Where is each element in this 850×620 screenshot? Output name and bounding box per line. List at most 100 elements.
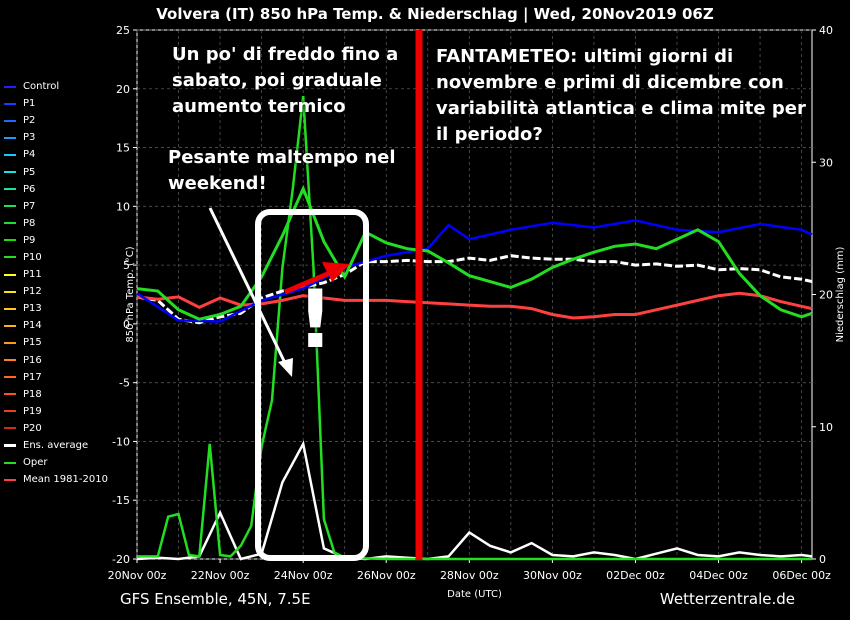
y2-tick-label: 30	[819, 156, 833, 169]
y-tick-label: -5	[119, 377, 130, 390]
legend-item: P1	[4, 95, 108, 112]
weekend-arrow-head	[278, 358, 293, 377]
legend-label: Ens. average	[23, 440, 89, 452]
annotation-weekend: Pesante maltempo nel weekend!	[168, 147, 396, 195]
precip-line-oper-precip	[137, 95, 812, 561]
y-tick-label: -15	[112, 494, 130, 507]
footer-model-info: GFS Ensemble, 45N, 7.5E	[120, 590, 311, 608]
legend-item: P14	[4, 317, 108, 334]
exclamation-mark: !	[297, 273, 334, 366]
legend-label: P4	[23, 149, 36, 161]
legend-label: P8	[23, 217, 36, 229]
legend: Control P1 P2 P3 P4 P5 P6 P7 P8 P9 P10 P11 P12 P13 P14…	[4, 78, 108, 488]
legend-label: P3	[23, 132, 36, 144]
weekend-highlight-box	[255, 209, 369, 561]
legend-label: P14	[23, 320, 42, 332]
y2-tick-label: 10	[819, 421, 833, 434]
legend-swatch	[4, 273, 16, 276]
legend-item: Oper	[4, 454, 108, 471]
x-tick-label: 06Dec 00z	[772, 569, 831, 582]
y-tick-label: 5	[123, 259, 130, 272]
legend-item: P8	[4, 215, 108, 232]
x-tick-label: 28Nov 00z	[440, 569, 499, 582]
x-tick-label: 04Dec 00z	[689, 569, 748, 582]
x-axis-label: Date (UTC)	[447, 589, 502, 600]
legend-item: P9	[4, 232, 108, 249]
footer-source: Wetterzentrale.de	[659, 590, 795, 608]
legend-swatch	[4, 153, 16, 156]
legend-label: P15	[23, 337, 42, 349]
legend-swatch	[4, 427, 16, 430]
y-tick-label: 0	[123, 318, 130, 331]
legend-label: P19	[23, 405, 42, 417]
y-tick-label: -10	[112, 435, 130, 448]
legend-item: Ens. average	[4, 437, 108, 454]
legend-label: P17	[23, 371, 42, 383]
legend-swatch	[4, 461, 16, 464]
y-tick-label: 25	[116, 24, 130, 37]
legend-swatch	[4, 136, 16, 139]
legend-item: Control	[4, 78, 108, 95]
legend-item: P17	[4, 369, 108, 386]
legend-swatch	[4, 359, 16, 362]
annotation-top-left: Un po' di freddo fino a sabato, poi grad…	[172, 44, 399, 118]
trend-arrow-shaft	[284, 269, 333, 295]
legend-swatch	[4, 85, 16, 88]
legend-label: P10	[23, 251, 42, 263]
y-tick-label: 20	[116, 83, 130, 96]
legend-label: P16	[23, 354, 42, 366]
legend-swatch	[4, 188, 16, 191]
legend-item: P12	[4, 283, 108, 300]
temp-line-control	[136, 219, 813, 323]
legend-swatch	[4, 222, 16, 225]
legend-swatch	[4, 393, 16, 396]
legend-item: Mean 1981-2010	[4, 471, 108, 488]
legend-item: P20	[4, 420, 108, 437]
legend-label: P1	[23, 98, 36, 110]
trend-arrow-head	[322, 262, 350, 282]
legend-item: P10	[4, 249, 108, 266]
legend-item: P7	[4, 198, 108, 215]
legend-item: P6	[4, 181, 108, 198]
legend-swatch	[4, 324, 16, 327]
annotation-fantameteo: FANTAMETEO: ultimi giorni di novembre e …	[436, 46, 806, 146]
legend-swatch	[4, 410, 16, 413]
y2-tick-label: 0	[819, 553, 826, 566]
y-tick-label: -20	[112, 553, 130, 566]
legend-item: P5	[4, 163, 108, 180]
legend-swatch	[4, 290, 16, 293]
legend-swatch	[4, 307, 16, 310]
legend-item: P15	[4, 334, 108, 351]
x-tick-label: 20Nov 00z	[108, 569, 167, 582]
legend-swatch	[4, 376, 16, 379]
y-tick-label: 15	[116, 142, 130, 155]
legend-label: P18	[23, 388, 42, 400]
legend-label: P7	[23, 200, 36, 212]
weekend-arrow-shaft	[208, 207, 288, 366]
y2-tick-label: 40	[819, 24, 833, 37]
legend-label: P2	[23, 115, 36, 127]
y-axis-label: 850 hPa Temp. (°C)	[125, 246, 136, 342]
legend-item: P4	[4, 146, 108, 163]
legend-swatch	[4, 341, 16, 344]
legend-label: P11	[23, 269, 42, 281]
legend-label: P6	[23, 183, 36, 195]
chart-title: Volvera (IT) 850 hPa Temp. & Niederschla…	[156, 5, 714, 24]
x-tick-label: 30Nov 00z	[523, 569, 582, 582]
x-tick-label: 22Nov 00z	[191, 569, 250, 582]
legend-swatch	[4, 119, 16, 122]
legend-label: P20	[23, 422, 42, 434]
legend-item: P2	[4, 112, 108, 129]
legend-item: P18	[4, 386, 108, 403]
legend-label: Mean 1981-2010	[23, 474, 108, 486]
legend-swatch	[4, 444, 16, 448]
y-tick-label: 10	[116, 200, 130, 213]
legend-label: P12	[23, 286, 42, 298]
legend-label: Oper	[23, 457, 48, 469]
legend-item: P13	[4, 300, 108, 317]
legend-swatch	[4, 256, 16, 259]
y2-axis-label: Niederschlag (mm)	[835, 247, 846, 343]
legend-item: P3	[4, 129, 108, 146]
legend-label: P9	[23, 234, 36, 246]
